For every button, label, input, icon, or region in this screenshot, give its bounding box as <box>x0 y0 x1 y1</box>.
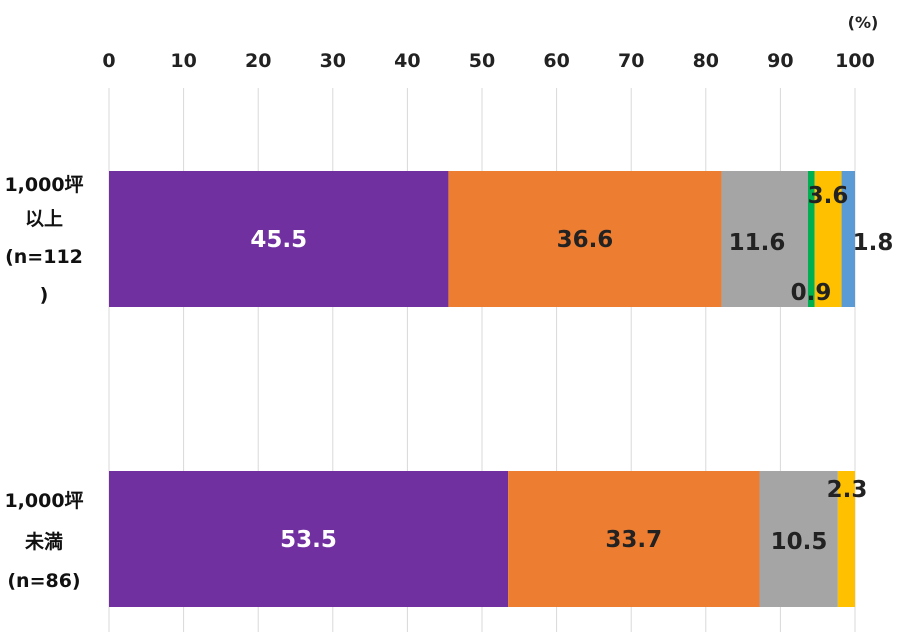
bar-segment <box>721 171 809 307</box>
x-tick-label: 20 <box>245 50 271 72</box>
bar-segment <box>814 171 842 307</box>
bar-segment <box>448 171 722 307</box>
x-tick-label: 50 <box>469 50 495 72</box>
x-tick-label: 10 <box>170 50 196 72</box>
x-tick-label: 40 <box>394 50 420 72</box>
bar-segment <box>759 471 838 607</box>
data-label: 45.5 <box>250 227 307 253</box>
data-label: 2.3 <box>827 477 868 503</box>
data-label: 53.5 <box>280 527 337 553</box>
category-label: (n=86) <box>7 570 80 592</box>
category-label: 以上 <box>25 208 63 230</box>
x-tick-label: 60 <box>543 50 569 72</box>
bar-segment <box>837 471 855 607</box>
bar-segment <box>841 171 855 307</box>
x-tick-label: 100 <box>835 50 875 72</box>
data-label: 0.9 <box>791 280 832 306</box>
category-label: 1,000坪 <box>4 490 83 512</box>
data-label: 10.5 <box>771 529 828 555</box>
x-tick-label: 30 <box>320 50 346 72</box>
data-label: 1.8 <box>853 230 894 256</box>
category-label: 未満 <box>24 530 63 553</box>
data-label: 36.6 <box>557 227 614 253</box>
x-tick-label: 0 <box>102 50 115 72</box>
x-tick-label: 70 <box>618 50 644 72</box>
data-label: 33.7 <box>605 527 662 553</box>
unit-label: (%) <box>848 13 879 32</box>
category-label: 1,000坪 <box>4 174 83 196</box>
category-label: (n=112 <box>5 246 83 268</box>
data-label: 3.6 <box>808 183 849 209</box>
x-tick-label: 80 <box>693 50 719 72</box>
bar-segment <box>808 171 815 307</box>
bar-segment <box>109 171 449 307</box>
bar-segment <box>508 471 760 607</box>
x-tick-label: 90 <box>767 50 793 72</box>
category-label: ) <box>40 284 49 306</box>
data-label: 11.6 <box>729 230 786 256</box>
bar-segment <box>109 471 509 607</box>
